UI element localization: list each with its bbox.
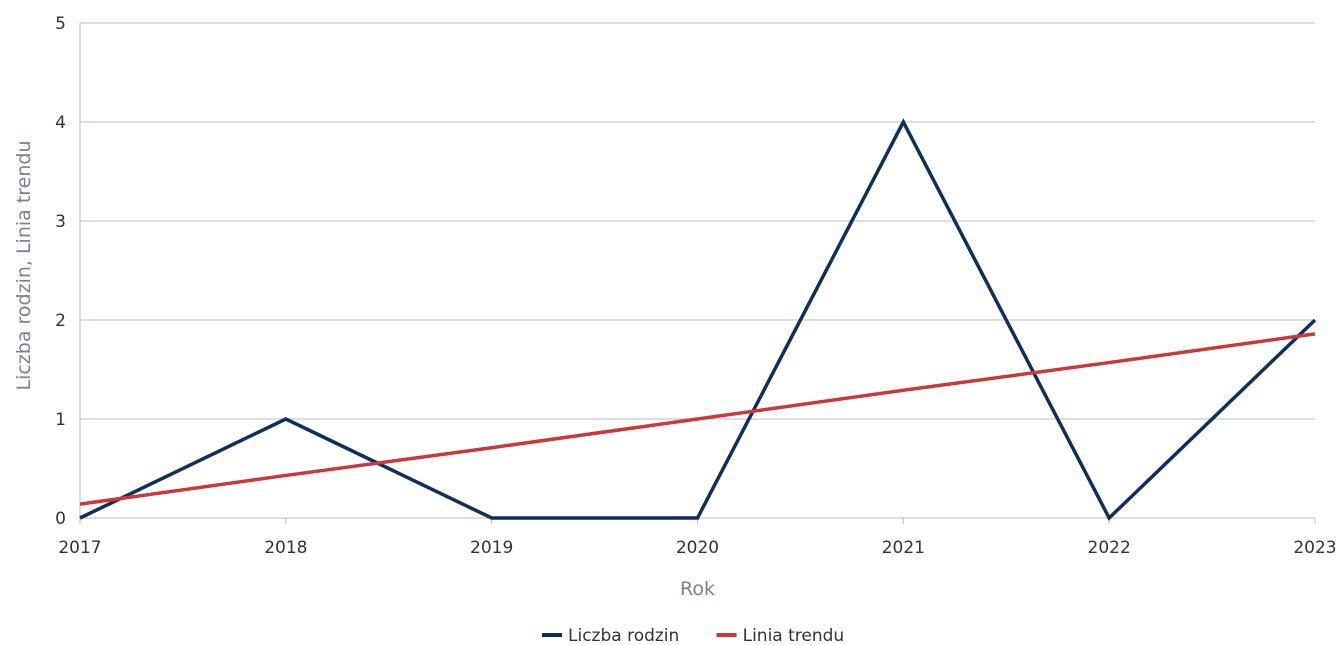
series-line-linia-trendu xyxy=(79,332,1316,506)
x-axis-title: Rok xyxy=(680,578,715,600)
y-tick-label: 5 xyxy=(55,14,66,34)
axes xyxy=(79,23,1316,524)
x-tick-label: 2017 xyxy=(58,538,101,558)
tick-labels: 0 1 2 3 4 5 2017 2018 2019 2020 2021 2022 2023 xyxy=(55,14,1336,558)
legend-item: Linia trendu xyxy=(716,626,845,645)
x-tick-label: 2019 xyxy=(470,538,513,558)
series-lines xyxy=(79,118,1317,521)
series-line-liczba-rodzin xyxy=(79,118,1317,521)
grid-lines xyxy=(80,22,1315,420)
y-tick-label: 2 xyxy=(55,311,66,331)
y-tick-label: 1 xyxy=(55,410,66,430)
y-tick-label: 3 xyxy=(55,212,66,232)
x-tick-label: 2022 xyxy=(1088,538,1131,558)
y-axis-title: Liczba rodzin, Linia trendu xyxy=(13,140,35,390)
x-tick-label: 2023 xyxy=(1293,538,1336,558)
y-tick-label: 4 xyxy=(55,113,66,133)
x-tick-label: 2021 xyxy=(882,538,925,558)
legend-label: Liczba rodzin xyxy=(568,626,679,645)
legend-item: Liczba rodzin xyxy=(542,626,679,645)
x-tick-label: 2018 xyxy=(264,538,307,558)
x-tick-label: 2020 xyxy=(676,538,719,558)
legend-label: Linia trendu xyxy=(743,626,845,645)
legend: Liczba rodzin Linia trendu xyxy=(542,626,844,645)
y-tick-label: 0 xyxy=(55,509,66,529)
